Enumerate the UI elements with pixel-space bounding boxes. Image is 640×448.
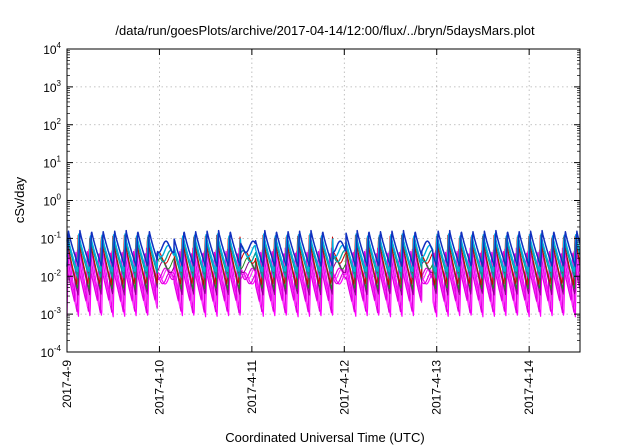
y-tick-label: 104	[43, 41, 61, 57]
series-line	[66, 233, 581, 273]
x-tick-label: 2017-4-10	[152, 360, 166, 415]
y-tick-label: 10-3	[41, 306, 62, 322]
x-tick-label: 2017-4-9	[60, 360, 74, 408]
y-tick-label: 103	[43, 79, 61, 95]
series-lines	[66, 229, 581, 318]
x-tick-label: 2017-4-13	[430, 360, 444, 415]
x-axis-ticks: 2017-4-9 2017-4-10 2017-4-11 2017-4-12 2017-…	[60, 49, 536, 415]
y-axis-label: cSv/day	[12, 176, 27, 223]
y-tick-label: 10-2	[41, 268, 62, 284]
y-tick-label: 100	[43, 193, 61, 209]
y-tick-label: 10-1	[41, 230, 62, 246]
y-tick-label: 101	[43, 155, 61, 171]
series-line	[66, 229, 581, 268]
y-tick-label: 102	[43, 117, 61, 133]
chart-title: /data/run/goesPlots/archive/2017-04-14/1…	[115, 23, 535, 38]
y-tick-label: 10-4	[41, 344, 62, 360]
x-axis-label: Coordinated Universal Time (UTC)	[225, 430, 424, 445]
x-tick-label: 2017-4-12	[337, 360, 351, 415]
x-tick-label: 2017-4-14	[522, 360, 536, 415]
y-axis-ticks: 104 103 102 101 100 10-1 10-2 10-3 10-4	[41, 41, 580, 360]
x-tick-label: 2017-4-11	[245, 360, 259, 414]
